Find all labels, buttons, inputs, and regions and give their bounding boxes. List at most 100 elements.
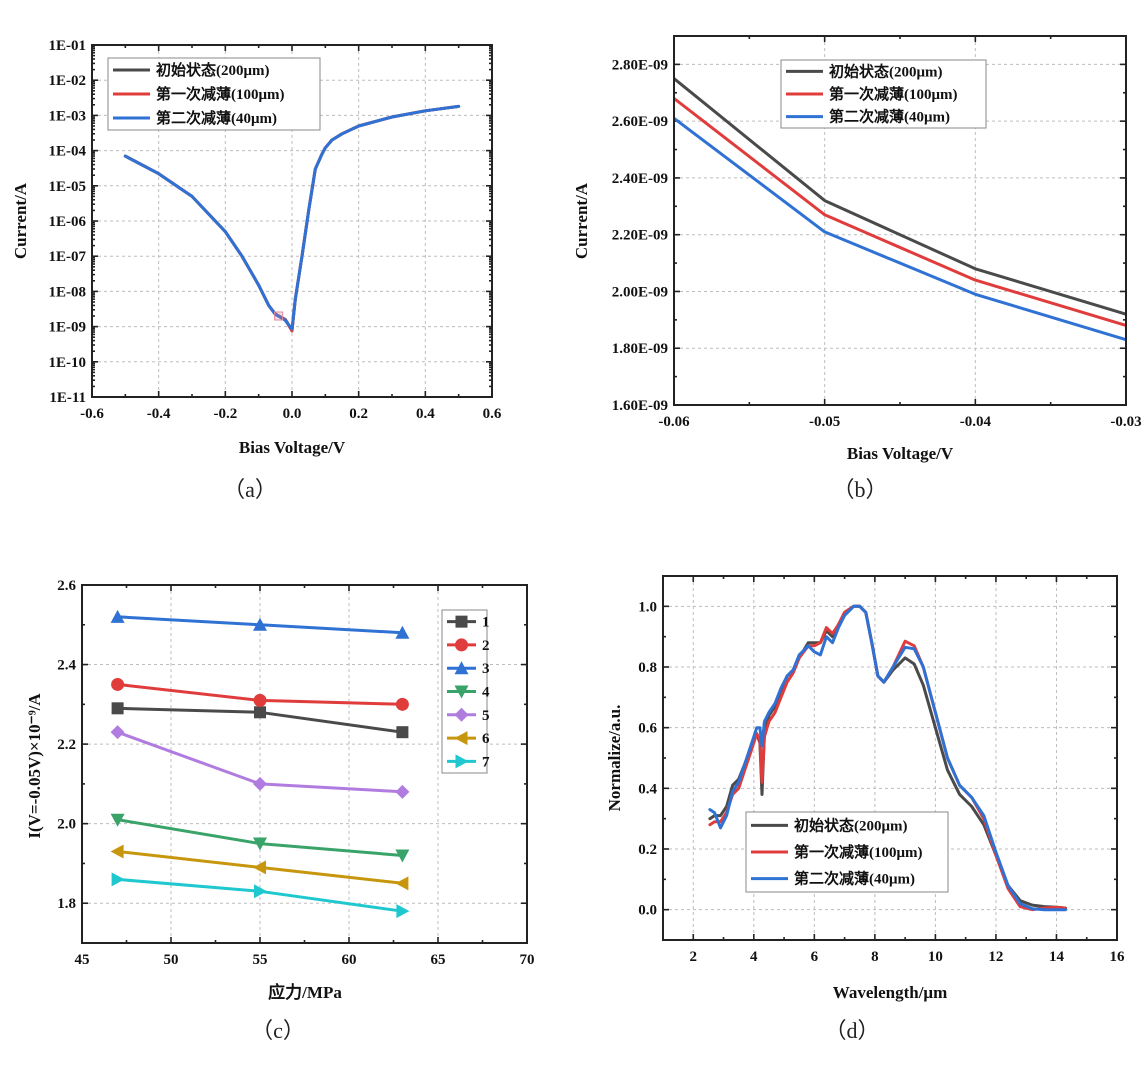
legend: 初始状态(200μm) 第一次减薄(100μm) 第二次减薄(40μm) [107,57,321,131]
x-tick-label: 60 [342,952,357,968]
y-tick-label: 2.6 [57,578,76,594]
y-tick-label: 2.4 [57,658,76,674]
y-tick-label: 2.60E-09 [612,114,668,130]
legend-marker-triangle-down [454,685,469,699]
plot-frame [81,584,528,944]
data-point-triangle-down [253,837,267,851]
legend-label: 3 [482,661,490,677]
legend-item: 第二次减薄(40μm) [751,870,915,888]
series-group [110,609,410,919]
y-tick-label: 0.0 [638,903,657,919]
y-tick-label: 2.2 [57,737,76,753]
y-tick-label: 1E-05 [49,179,87,195]
y-tick-label: 1.8 [57,896,76,912]
y-tick-label: 1.60E-09 [612,398,668,414]
data-point-circle [395,697,409,711]
figure-caption: （a） [223,477,277,502]
y-tick-label: 0.2 [638,842,657,858]
legend-item: 第一次减薄(100μm) [786,85,958,103]
figure-caption: （b） [832,477,887,502]
series-line-1 [674,77,1126,316]
data-point-triangle-left [110,844,124,859]
legend-marker-triangle-left [454,731,468,746]
legend-label: 5 [482,708,490,724]
y-tick-label: 1E-01 [49,38,87,54]
y-tick-label: 1E-08 [49,284,87,300]
x-tick-label: 16 [1110,949,1126,965]
y-tick-label: 1E-04 [49,144,87,160]
legend-item: 第一次减薄(100μm) [751,843,923,861]
legend-item: 2 [447,638,490,654]
series-group [123,104,461,333]
legend-label: 1 [482,615,490,631]
y-tick-label: 2.0 [57,817,76,833]
x-tick-label: 8 [871,949,879,965]
x-tick-label: -0.4 [147,406,171,422]
legend-item: 7 [447,754,490,770]
y-tick-label: 2.40E-09 [612,171,668,187]
grid-lines [92,45,492,397]
legend-label: 初始状态(200μm) [156,61,270,79]
legend-marker-circle [455,638,468,652]
y-tick-label: 1E-09 [49,320,87,336]
legend-item: 初始状态(200μm) [751,816,908,834]
y-tick-label: 1E-02 [49,73,87,89]
x-tick-label: 50 [164,952,179,968]
y-axis-title: Current/A [11,182,30,259]
y-axis-title: Normalize/a.u. [605,705,624,812]
legend-label: 第一次减薄(100μm) [829,85,958,103]
y-tick-label: 1E-03 [49,108,87,124]
plot-frame [662,575,1118,941]
data-point-triangle-right [254,884,267,899]
x-tick-label: 0.6 [483,406,502,422]
x-tick-label: 45 [75,952,90,968]
x-tick-label: 10 [928,949,943,965]
legend-label: 第一次减薄(100μm) [156,85,285,103]
x-tick-label: 6 [811,949,819,965]
legend-label: 4 [482,685,490,701]
legend-marker-diamond [454,707,469,722]
series-line-1 [123,104,461,332]
y-tick-label: 2.20E-09 [612,228,668,244]
x-tick-label: -0.2 [213,406,237,422]
data-point-triangle-up [253,617,267,631]
x-axis-title: Bias Voltage/V [239,438,346,457]
x-axis-title: Wavelength/μm [833,983,947,1002]
x-tick-label: -0.6 [80,406,104,422]
chart-d: 2 4 6 8 10 12 14 16 0.0 0.2 0.4 0.6 0.8 1.0 Wavelength… [605,575,1126,1043]
x-tick-label: 2 [690,949,698,965]
x-axis-title: 应力/MPa [268,982,342,1002]
data-point-diamond [395,784,410,799]
figure-caption: （d） [824,1018,879,1043]
data-point-triangle-up [110,609,125,623]
y-tick-label: 2.80E-09 [612,57,668,73]
data-point-square [396,726,409,739]
legend-marker-triangle-right [455,754,469,769]
legend: 初始状态(200μm) 第一次减薄(100μm) 第二次减薄(40μm) [745,811,949,893]
legend-label: 2 [482,638,490,654]
data-point-triangle-right [111,872,125,887]
y-tick-label: 0.8 [638,660,657,676]
data-point-circle [253,693,267,707]
y-axis-title: I(V=-0.05V)×10⁻⁹/A [25,693,44,839]
data-point-triangle-up [395,625,410,639]
legend-label: 6 [482,731,490,747]
legend-label: 初始状态(200μm) [794,816,908,834]
legend-item: 5 [447,707,490,724]
x-axis-title: Bias Voltage/V [847,444,954,463]
series-line-3 [674,116,1126,342]
legend-item: 6 [447,731,490,747]
legend: 初始状态(200μm) 第一次减薄(100μm) 第二次减薄(40μm) [780,59,987,129]
x-tick-label: 0.2 [349,406,368,422]
legend-item: 第二次减薄(40μm) [786,108,950,126]
series-line-2 [674,96,1126,327]
chart-c: 45 50 55 60 65 701.82.02.22.42.6应力/MPaI(V=-0.… [25,578,535,1043]
legend-item: 3 [447,661,490,677]
series-line-3 [708,604,1067,912]
x-tick-label: -0.03 [1110,414,1141,430]
plot-frame [91,44,493,398]
series-group [708,604,1067,912]
legend-item: 初始状态(200μm) [786,62,943,80]
x-tick-label: 70 [520,952,535,968]
